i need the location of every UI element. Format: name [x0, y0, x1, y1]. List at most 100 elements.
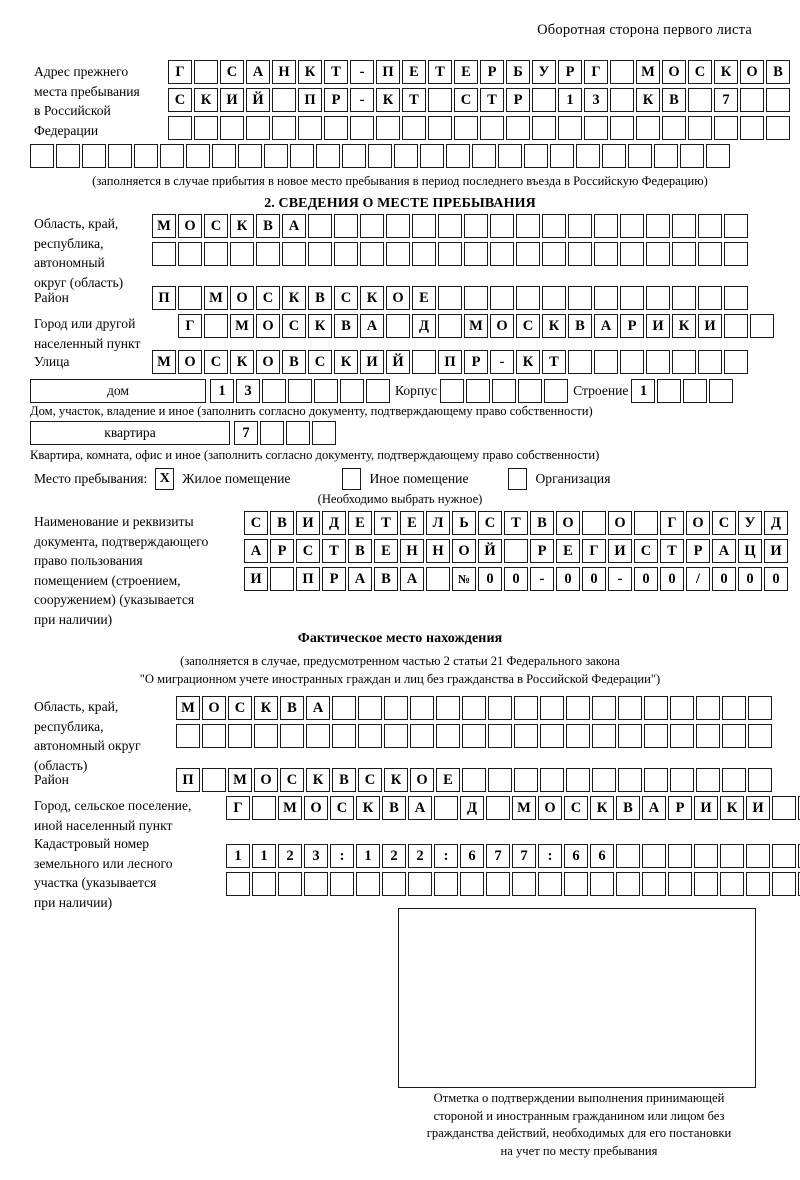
char-cell[interactable] [766, 116, 790, 140]
char-cell[interactable] [576, 144, 600, 168]
char-cell[interactable] [516, 242, 540, 266]
char-cell[interactable]: В [256, 214, 280, 238]
char-cell[interactable] [376, 116, 400, 140]
char-cell[interactable]: П [298, 88, 322, 112]
char-cell[interactable] [202, 768, 226, 792]
char-cell[interactable] [798, 872, 800, 896]
char-cell[interactable]: М [152, 214, 176, 238]
char-cell[interactable] [540, 768, 564, 792]
char-cell[interactable] [340, 379, 364, 403]
char-cell[interactable]: 6 [564, 844, 588, 868]
char-cell[interactable]: К [720, 796, 744, 820]
char-cell[interactable]: С [228, 696, 252, 720]
char-cell[interactable] [724, 214, 748, 238]
document-row-3[interactable]: И П Р А В А № 0 0-0 0-0 0/0 0 0 [244, 567, 790, 591]
char-cell[interactable] [270, 567, 294, 591]
char-cell[interactable]: О [608, 511, 632, 535]
char-cell[interactable]: М [230, 314, 254, 338]
char-cell[interactable] [252, 796, 276, 820]
char-cell[interactable] [330, 872, 354, 896]
char-cell[interactable]: Г [168, 60, 192, 84]
char-cell[interactable]: Е [374, 539, 398, 563]
char-cell[interactable] [462, 768, 486, 792]
char-cell[interactable] [722, 696, 746, 720]
char-cell[interactable] [616, 844, 640, 868]
char-cell[interactable]: Р [530, 539, 554, 563]
char-cell[interactable]: - [608, 567, 632, 591]
char-cell[interactable]: У [532, 60, 556, 84]
char-cell[interactable]: М [176, 696, 200, 720]
char-cell[interactable] [386, 242, 410, 266]
char-cell[interactable]: А [244, 539, 268, 563]
char-cell[interactable] [540, 696, 564, 720]
char-cell[interactable] [524, 144, 548, 168]
char-cell[interactable] [434, 796, 458, 820]
char-cell[interactable]: 0 [660, 567, 684, 591]
char-cell[interactable] [488, 696, 512, 720]
char-cell[interactable]: А [348, 567, 372, 591]
char-cell[interactable] [670, 696, 694, 720]
char-cell[interactable]: - [350, 60, 374, 84]
char-cell[interactable] [602, 144, 626, 168]
char-cell[interactable]: А [408, 796, 432, 820]
char-cell[interactable] [490, 242, 514, 266]
char-cell[interactable]: В [616, 796, 640, 820]
char-cell[interactable] [688, 88, 712, 112]
char-cell[interactable] [308, 242, 332, 266]
char-cell[interactable]: 0 [634, 567, 658, 591]
char-cell[interactable] [412, 350, 436, 374]
char-cell[interactable]: О [178, 350, 202, 374]
previous-address-row-4[interactable] [30, 144, 732, 168]
char-cell[interactable] [616, 872, 640, 896]
char-cell[interactable] [670, 724, 694, 748]
char-cell[interactable] [514, 696, 538, 720]
char-cell[interactable]: С [478, 511, 502, 535]
char-cell[interactable] [584, 116, 608, 140]
char-cell[interactable] [334, 214, 358, 238]
char-cell[interactable]: Р [270, 539, 294, 563]
char-cell[interactable] [438, 314, 462, 338]
char-cell[interactable] [386, 314, 410, 338]
char-cell[interactable]: О [686, 511, 710, 535]
char-cell[interactable]: 7 [512, 844, 536, 868]
char-cell[interactable] [490, 286, 514, 310]
char-cell[interactable]: Е [348, 511, 372, 535]
char-cell[interactable]: - [350, 88, 374, 112]
char-cell[interactable] [262, 379, 286, 403]
char-cell[interactable]: М [152, 350, 176, 374]
char-cell[interactable]: Р [620, 314, 644, 338]
char-cell[interactable]: К [636, 88, 660, 112]
char-cell[interactable]: И [360, 350, 384, 374]
char-cell[interactable]: К [384, 768, 408, 792]
char-cell[interactable] [152, 242, 176, 266]
char-cell[interactable]: К [672, 314, 696, 338]
char-cell[interactable]: П [376, 60, 400, 84]
char-cell[interactable] [672, 214, 696, 238]
char-cell[interactable] [178, 242, 202, 266]
char-cell[interactable] [486, 796, 510, 820]
char-cell[interactable] [488, 724, 512, 748]
char-cell[interactable] [290, 144, 314, 168]
char-cell[interactable]: С [204, 214, 228, 238]
char-cell[interactable] [748, 724, 772, 748]
char-cell[interactable] [410, 696, 434, 720]
char-cell[interactable] [714, 116, 738, 140]
char-cell[interactable]: Г [584, 60, 608, 84]
char-cell[interactable] [610, 116, 634, 140]
char-cell[interactable] [772, 844, 796, 868]
char-cell[interactable] [798, 796, 800, 820]
actual-region-row-2[interactable] [176, 724, 774, 748]
char-cell[interactable] [724, 242, 748, 266]
char-cell[interactable]: К [542, 314, 566, 338]
char-cell[interactable]: С [220, 60, 244, 84]
char-cell[interactable] [620, 350, 644, 374]
char-cell[interactable]: М [464, 314, 488, 338]
char-cell[interactable] [566, 696, 590, 720]
char-cell[interactable] [332, 724, 356, 748]
char-cell[interactable]: А [594, 314, 618, 338]
char-cell[interactable]: С [564, 796, 588, 820]
char-cell[interactable]: 1 [356, 844, 380, 868]
char-cell[interactable]: П [176, 768, 200, 792]
char-cell[interactable]: Т [504, 511, 528, 535]
char-cell[interactable] [332, 696, 356, 720]
